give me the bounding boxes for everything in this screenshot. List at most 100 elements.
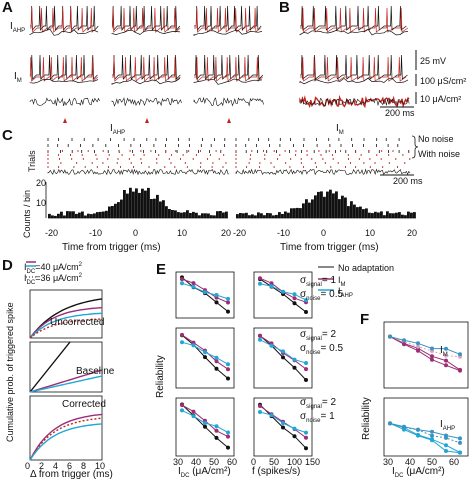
- hist-left-bar: [150, 199, 153, 218]
- f-series-point: [416, 427, 420, 432]
- hist-left-bar: [126, 193, 129, 218]
- legend-idc-40: IDC=40 μA/cm2: [24, 262, 82, 275]
- c-xlabel-left: Time from trigger (ms): [62, 242, 161, 253]
- f-series-point: [388, 334, 392, 339]
- hist-left-bar: [165, 206, 168, 218]
- panel-label-f: F: [360, 311, 370, 328]
- im-conductance-2: [193, 78, 263, 85]
- d-axes-1: [29, 341, 103, 393]
- hist-right-bar: [293, 208, 296, 218]
- hist-left-bar: [102, 211, 105, 218]
- e-series-cyan-point: [292, 426, 297, 431]
- hist-right-bar: [407, 211, 410, 218]
- hist-left-bar: [168, 209, 171, 218]
- e-series-black-point: [226, 376, 230, 381]
- tick-label: -20: [233, 228, 247, 238]
- hist-right-bar: [368, 212, 371, 218]
- f-series-point: [444, 363, 448, 368]
- hist-right-bar: [260, 213, 263, 218]
- hist-right-bar: [380, 211, 383, 218]
- d-base-black: [29, 341, 71, 393]
- b-input-noise: [299, 97, 410, 107]
- tick-label: 6: [67, 461, 73, 471]
- im-conductance-1: [111, 78, 181, 85]
- hist-left-bar: [69, 211, 72, 218]
- e-series-cyan-point: [226, 430, 230, 435]
- tick-label: 30: [383, 457, 394, 467]
- f-series-point: [458, 440, 462, 445]
- d-uncorr-black: [29, 298, 103, 339]
- hist-right-bar: [314, 195, 317, 218]
- scale-current: 10 μA/cm²: [420, 94, 462, 104]
- f-axes: [383, 321, 469, 389]
- e-series-cyan-point: [281, 349, 285, 354]
- f-series-point: [444, 443, 448, 448]
- e-series-cyan-point: [304, 361, 308, 365]
- row-label-im: IM: [14, 71, 22, 85]
- hist-left-bar: [219, 211, 222, 218]
- b-iahp-trace: [300, 5, 407, 31]
- hist-left-bar: [108, 206, 111, 218]
- f-series: [389, 422, 461, 439]
- f-series-point: [388, 421, 392, 426]
- e-series-cyan-point: [292, 292, 297, 297]
- e-series-cyan-point: [191, 414, 196, 419]
- hist-left-bar: [225, 211, 228, 218]
- hist-right-bar: [374, 211, 377, 218]
- hist-left-bar: [84, 215, 87, 218]
- e-series-purple-point: [180, 332, 184, 337]
- hist-right-bar: [404, 215, 407, 218]
- hist-right-bar: [320, 191, 323, 218]
- hist-left-bar: [180, 212, 183, 218]
- hist-left-bar: [210, 215, 213, 218]
- legend-no-adaptation: No adaptation: [338, 263, 395, 273]
- hist-right-bar: [392, 213, 395, 218]
- hist-right-bar: [308, 202, 311, 218]
- hist-right-bar: [242, 213, 245, 218]
- hist-right-bar: [383, 215, 386, 218]
- hist-right-bar: [263, 215, 266, 218]
- hist-left-bar: [183, 212, 186, 218]
- f-series-point: [416, 433, 420, 438]
- hist-right-bar: [236, 214, 239, 218]
- hist-right-bar: [410, 212, 413, 218]
- e-series-purple-point: [258, 276, 262, 281]
- trigger-marker-0: [63, 118, 67, 123]
- trigger-marker-1: [145, 118, 149, 123]
- f-series-point: [430, 357, 434, 362]
- hist-left-bar: [216, 211, 219, 218]
- tick-label: 50: [209, 457, 220, 467]
- e-series-purple-point: [191, 340, 196, 345]
- f-series-point: [416, 348, 420, 353]
- e-series-cyan-point: [191, 343, 196, 348]
- hist-left-bar: [153, 198, 156, 218]
- scale-time-b: 200 ms: [385, 108, 415, 118]
- hist-left-bar: [177, 212, 180, 218]
- hist-left-bar: [186, 210, 189, 218]
- tick-label: -10: [89, 228, 103, 238]
- d-xlabel: Δ from trigger (ms): [30, 469, 113, 480]
- hist-right-bar: [266, 213, 269, 218]
- hist-left-bar: [105, 210, 108, 218]
- hist-right-bar: [275, 214, 278, 218]
- hist-left-bar: [171, 210, 174, 218]
- tick-label: 20: [407, 228, 418, 238]
- f-series-point: [444, 358, 448, 363]
- spike-raster: [47, 135, 419, 176]
- panel-label-c: C: [2, 127, 13, 144]
- e-series-cyan-point: [180, 281, 184, 286]
- f-series-point: [402, 342, 406, 347]
- hist-left-bar: [207, 213, 210, 218]
- hist-left-bar: [138, 192, 141, 218]
- tick-label: 60: [227, 457, 238, 467]
- e-series-purple-point: [180, 403, 184, 408]
- hist-right-bar: [401, 214, 404, 218]
- e-axes: [175, 271, 235, 319]
- hist-right-bar: [377, 212, 380, 218]
- e-series-purple-point: [180, 277, 184, 282]
- e-series-black-point: [226, 445, 230, 450]
- hist-left-bar: [81, 211, 84, 218]
- hist-right-bar: [356, 207, 359, 218]
- hist-right-bar: [251, 214, 254, 218]
